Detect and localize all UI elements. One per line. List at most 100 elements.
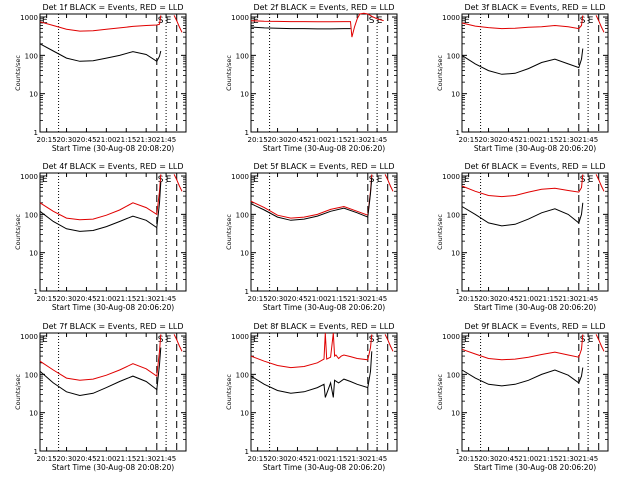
y-tick-label: 10: [451, 91, 460, 99]
y-tick-label: 100: [447, 371, 460, 379]
y-tick-label: 100: [447, 52, 460, 60]
y-tick-label: 1000: [20, 14, 38, 22]
y-tick-label: 1000: [231, 14, 249, 22]
y-axis-label: Counts/sec: [436, 374, 444, 410]
x-tick-label: 21:00: [307, 295, 327, 303]
x-tick-label: 20:45: [287, 295, 307, 303]
y-tick-label: 1: [456, 129, 460, 137]
chart-panel-5: Det 5f BLACK = Events, RED = LLD 1 10 100 10…: [225, 162, 398, 312]
x-axis-label: Start Time (30-Aug-08 20:08:20): [52, 463, 174, 472]
plot-frame: [250, 13, 398, 133]
annotation-e: E: [588, 175, 594, 185]
y-tick-label: 10: [29, 250, 38, 258]
y-axis-label: Counts/sec: [436, 214, 444, 250]
x-tick-label: 20:30: [267, 136, 287, 144]
plot-frame: [461, 332, 609, 452]
y-tick-label: 1: [245, 448, 249, 456]
x-axis-label: Start Time (30-Aug-08 20:06:20): [263, 144, 385, 153]
plot-frame: [250, 332, 398, 452]
y-tick-label: 1: [456, 288, 460, 296]
series-lld-line: [595, 15, 605, 33]
chart-panel-1: Det 1f BLACK = Events, RED = LLD 1 10 100 10…: [14, 3, 187, 153]
y-axis-label: Counts/sec: [14, 374, 22, 410]
x-tick-label: 21:45: [156, 455, 176, 463]
plot-frame: [39, 172, 187, 292]
x-tick-label: 21:15: [116, 455, 136, 463]
x-tick-label: 21:15: [538, 136, 558, 144]
x-tick-label: 20:45: [287, 455, 307, 463]
x-tick-label: 20:15: [459, 455, 479, 463]
series-lld-line: [250, 332, 373, 369]
panel-title: Det 8f BLACK = Events, RED = LLD: [253, 322, 394, 331]
panel-title: Det 9f BLACK = Events, RED = LLD: [464, 322, 605, 331]
y-tick-label: 1: [34, 129, 38, 137]
y-axis-label: Counts/sec: [436, 55, 444, 91]
x-tick-label: 21:30: [136, 136, 156, 144]
panel-title: Det 1f BLACK = Events, RED = LLD: [42, 3, 183, 12]
x-tick-label: 20:45: [498, 295, 518, 303]
y-tick-label: 1000: [442, 14, 460, 22]
x-tick-label: 20:15: [459, 136, 479, 144]
series-lld-line: [39, 174, 162, 221]
y-tick-label: 10: [29, 410, 38, 418]
panel-title: Det 2f BLACK = Events, RED = LLD: [253, 3, 394, 12]
chart-panel-4: Det 4f BLACK = Events, RED = LLD 1 10 100 10…: [14, 162, 187, 312]
series-lld-line: [595, 174, 605, 192]
annotation-s: S: [158, 16, 164, 26]
y-tick-label: 1000: [231, 173, 249, 181]
annotation-e: E: [377, 175, 383, 185]
x-tick-label: 21:15: [327, 455, 347, 463]
chart-panel-7: Det 7f BLACK = Events, RED = LLD 1 10 100 10…: [14, 322, 187, 472]
y-tick-label: 1: [34, 448, 38, 456]
chart-panel-3: Det 3f BLACK = Events, RED = LLD 1 10 100 10…: [436, 3, 609, 153]
x-tick-label: 20:15: [37, 295, 57, 303]
y-tick-label: 10: [240, 410, 249, 418]
series-lld-line: [384, 334, 394, 352]
y-axis-label: Counts/sec: [225, 374, 233, 410]
chart-panel-2: Det 2f BLACK = Events, RED = LLD 1 10 100 10…: [225, 3, 398, 153]
annotation-e: E: [166, 16, 172, 26]
x-tick-label: 21:30: [347, 136, 367, 144]
corner-e-label: E: [464, 175, 470, 185]
annotation-e: E: [166, 335, 172, 345]
annotation-e: E: [377, 16, 383, 26]
x-axis-label: Start Time (30-Aug-08 20:08:20): [52, 144, 174, 153]
series-lld-line: [461, 334, 584, 361]
y-tick-label: 1: [456, 448, 460, 456]
y-axis-label: Counts/sec: [14, 214, 22, 250]
corner-e-label: E: [42, 175, 48, 185]
x-tick-label: 21:15: [538, 295, 558, 303]
x-tick-label: 21:30: [347, 295, 367, 303]
x-tick-label: 21:00: [307, 136, 327, 144]
x-tick-label: 20:45: [498, 136, 518, 144]
x-tick-label: 21:00: [96, 136, 116, 144]
x-tick-label: 20:30: [56, 295, 76, 303]
y-tick-label: 1: [34, 288, 38, 296]
series-lld-line: [384, 174, 394, 192]
x-tick-label: 20:30: [267, 295, 287, 303]
panel-title: Det 4f BLACK = Events, RED = LLD: [42, 162, 183, 171]
y-tick-label: 1000: [20, 333, 38, 341]
x-tick-label: 21:45: [578, 136, 598, 144]
y-tick-label: 1000: [442, 173, 460, 181]
corner-e-label: E: [253, 175, 259, 185]
x-tick-label: 20:15: [248, 455, 268, 463]
y-tick-label: 10: [451, 410, 460, 418]
series-lld-line: [39, 15, 162, 32]
x-tick-label: 21:45: [578, 455, 598, 463]
x-tick-label: 20:30: [478, 136, 498, 144]
x-tick-label: 21:30: [136, 295, 156, 303]
x-tick-label: 21:00: [96, 455, 116, 463]
annotation-e: E: [166, 175, 172, 185]
series-lld-line: [595, 334, 605, 352]
x-axis-label: Start Time (30-Aug-08 20:06:20): [474, 463, 596, 472]
y-tick-label: 100: [25, 52, 38, 60]
x-tick-label: 20:15: [37, 136, 57, 144]
corner-e-label: E: [464, 16, 470, 26]
x-tick-label: 21:15: [116, 295, 136, 303]
chart-panel-8: Det 8f BLACK = Events, RED = LLD 1 10 100 10…: [225, 322, 398, 472]
x-tick-label: 20:30: [478, 455, 498, 463]
x-tick-label: 21:00: [307, 455, 327, 463]
x-tick-label: 20:15: [37, 455, 57, 463]
